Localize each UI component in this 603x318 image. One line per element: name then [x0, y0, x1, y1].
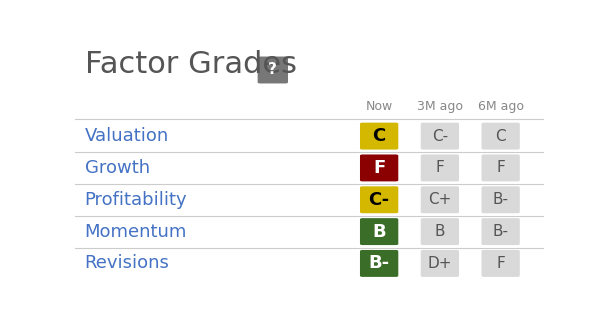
FancyBboxPatch shape	[481, 218, 520, 245]
Text: Factor Grades: Factor Grades	[84, 50, 297, 80]
FancyBboxPatch shape	[421, 186, 459, 213]
Text: C-: C-	[432, 128, 448, 144]
Text: Momentum: Momentum	[84, 223, 187, 241]
FancyBboxPatch shape	[481, 123, 520, 149]
FancyBboxPatch shape	[421, 250, 459, 277]
Text: ?: ?	[268, 63, 277, 78]
Text: C+: C+	[428, 192, 452, 207]
Text: F: F	[496, 256, 505, 271]
FancyBboxPatch shape	[481, 186, 520, 213]
Text: C: C	[373, 127, 386, 145]
Text: D+: D+	[428, 256, 452, 271]
Text: F: F	[496, 161, 505, 176]
Text: C-: C-	[368, 191, 390, 209]
Text: Revisions: Revisions	[84, 254, 169, 273]
Text: B-: B-	[368, 254, 390, 273]
FancyBboxPatch shape	[360, 155, 399, 181]
Text: F: F	[373, 159, 385, 177]
Text: B: B	[435, 224, 445, 239]
FancyBboxPatch shape	[360, 186, 399, 213]
FancyBboxPatch shape	[257, 57, 288, 83]
FancyBboxPatch shape	[421, 123, 459, 149]
Text: 3M ago: 3M ago	[417, 100, 463, 113]
Text: B-: B-	[493, 192, 509, 207]
Text: Now: Now	[365, 100, 393, 113]
Text: F: F	[435, 161, 444, 176]
Text: B: B	[372, 223, 386, 241]
FancyBboxPatch shape	[421, 218, 459, 245]
FancyBboxPatch shape	[481, 250, 520, 277]
Text: Growth: Growth	[84, 159, 150, 177]
FancyBboxPatch shape	[360, 250, 399, 277]
FancyBboxPatch shape	[421, 155, 459, 181]
Text: Profitability: Profitability	[84, 191, 188, 209]
Text: B-: B-	[493, 224, 509, 239]
Text: C: C	[495, 128, 506, 144]
Text: Valuation: Valuation	[84, 127, 169, 145]
FancyBboxPatch shape	[360, 218, 399, 245]
FancyBboxPatch shape	[360, 123, 399, 149]
Text: 6M ago: 6M ago	[478, 100, 523, 113]
FancyBboxPatch shape	[481, 155, 520, 181]
